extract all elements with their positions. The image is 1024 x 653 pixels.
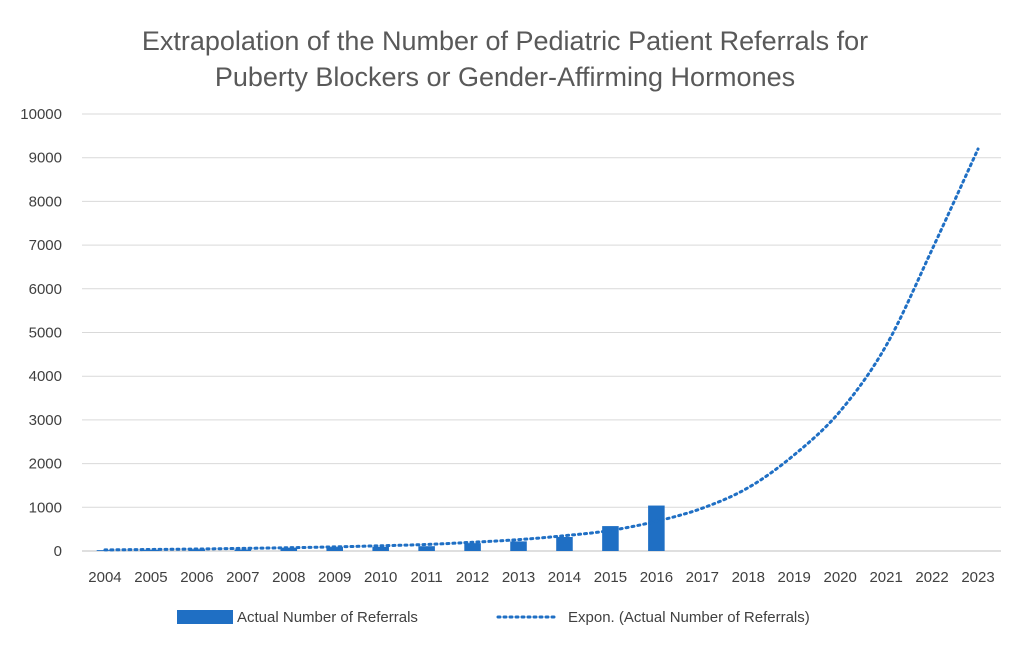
x-tick-label: 2007 (226, 569, 259, 586)
bar (556, 537, 573, 551)
x-tick-label: 2005 (134, 569, 167, 586)
bar (234, 549, 252, 551)
y-tick-label: 0 (54, 543, 62, 560)
y-tick-label: 9000 (29, 150, 62, 167)
y-axis-tick-labels: 0 1000 2000 3000 4000 5000 6000 7000 8000 9000 100… (20, 106, 62, 560)
x-tick-label: 2015 (594, 569, 627, 586)
bar (418, 546, 435, 551)
trendline (103, 147, 980, 552)
chart-title-line-1: Extrapolation of the Number of Pediatric… (142, 26, 868, 56)
y-tick-label: 1000 (29, 499, 62, 516)
y-tick-label: 8000 (29, 193, 62, 210)
x-tick-label: 2008 (272, 569, 305, 586)
x-tick-label: 2012 (456, 569, 489, 586)
chart-title-line-2: Puberty Blockers or Gender-Affirming Hor… (215, 62, 795, 92)
x-tick-label: 2013 (502, 569, 535, 586)
chart-title: Extrapolation of the Number of Pediatric… (142, 26, 868, 92)
x-tick-label: 2010 (364, 569, 397, 586)
bar (326, 547, 343, 551)
trendline-expon (103, 147, 980, 552)
bar (464, 543, 481, 551)
x-tick-label: 2020 (823, 569, 856, 586)
x-axis-tick-labels: 2004 2005 2006 2007 2008 2009 2010 2011 2012 2013… (88, 569, 994, 586)
x-tick-label: 2006 (180, 569, 213, 586)
x-tick-label: 2004 (88, 569, 121, 586)
x-tick-label: 2016 (640, 569, 673, 586)
bar (142, 549, 160, 551)
bar (510, 541, 527, 551)
legend-label-expon: Expon. (Actual Number of Referrals) (568, 609, 810, 626)
bar (602, 526, 619, 551)
x-tick-label: 2011 (410, 569, 442, 586)
y-tick-label: 10000 (20, 106, 62, 123)
x-tick-label: 2019 (778, 569, 811, 586)
gridlines (82, 113, 1001, 552)
bar (372, 546, 389, 551)
legend: Actual Number of Referrals Expon. (Actua… (177, 609, 810, 626)
y-tick-label: 5000 (29, 325, 62, 342)
x-tick-label: 2009 (318, 569, 351, 586)
y-tick-label: 4000 (29, 368, 62, 385)
x-tick-label: 2022 (915, 569, 948, 586)
x-tick-label: 2017 (686, 569, 719, 586)
y-tick-label: 3000 (29, 412, 62, 429)
x-tick-label: 2014 (548, 569, 581, 586)
bar (280, 547, 298, 551)
x-tick-label: 2023 (961, 569, 994, 586)
legend-label-actual: Actual Number of Referrals (237, 609, 418, 626)
bars (96, 505, 665, 551)
y-tick-label: 7000 (29, 237, 62, 254)
y-tick-label: 6000 (29, 281, 62, 298)
x-tick-label: 2021 (869, 569, 902, 586)
x-tick-label: 2018 (732, 569, 765, 586)
bar (648, 505, 665, 551)
legend-swatch-actual (177, 610, 233, 624)
y-tick-label: 2000 (29, 456, 62, 473)
